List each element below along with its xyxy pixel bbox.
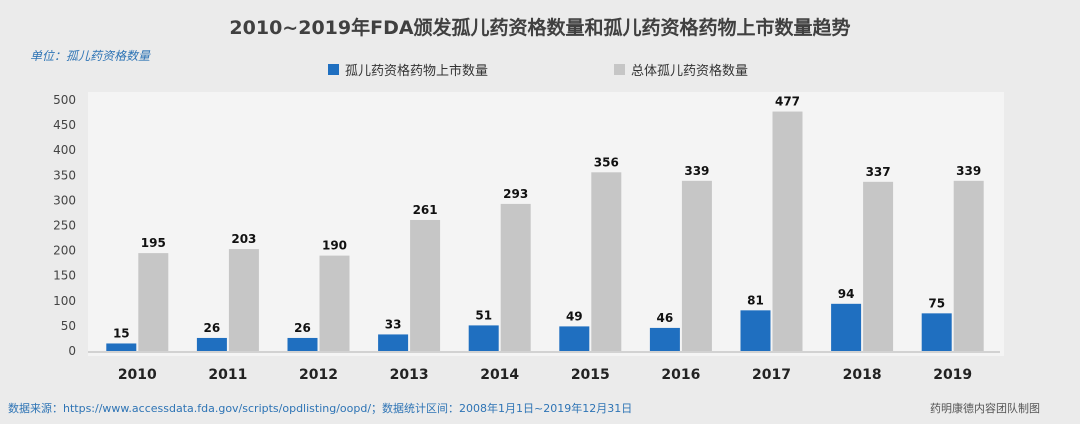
x-tick-label: 2015 — [571, 367, 610, 383]
x-tick-label: 2013 — [390, 367, 429, 383]
bar-launched — [287, 337, 318, 351]
bar-total — [500, 203, 531, 351]
data-label-total: 356 — [594, 155, 619, 169]
x-tick-label: 2018 — [843, 367, 882, 383]
data-label-total: 195 — [141, 236, 166, 250]
x-tick-label: 2017 — [752, 367, 791, 383]
bar-total — [228, 249, 259, 351]
legend-swatch-total — [614, 64, 625, 75]
bar-total — [953, 180, 984, 351]
y-tick-label: 250 — [53, 219, 76, 233]
data-label-launched: 75 — [928, 296, 945, 310]
data-label-launched: 46 — [657, 311, 674, 325]
legend-label-total: 总体孤儿药资格数量 — [631, 63, 748, 79]
y-tick-label: 150 — [53, 269, 76, 283]
data-label-launched: 26 — [204, 321, 221, 335]
x-tick-label: 2011 — [208, 367, 247, 383]
data-label-total: 339 — [684, 164, 709, 178]
data-label-launched: 51 — [475, 308, 492, 322]
legend-swatch-launched — [328, 64, 339, 75]
bar-total — [138, 253, 169, 351]
y-tick-label: 450 — [53, 118, 76, 132]
bar-launched — [468, 325, 499, 351]
data-label-launched: 94 — [838, 287, 855, 301]
x-tick-label: 2016 — [661, 367, 700, 383]
bar-total — [681, 180, 712, 351]
unit-label: 单位：孤儿药资格数量 — [30, 49, 151, 63]
bar-launched — [831, 303, 862, 351]
y-tick-label: 50 — [61, 319, 76, 333]
bar-total — [591, 172, 622, 351]
y-tick-label: 500 — [53, 93, 76, 107]
bar-launched — [649, 327, 680, 351]
data-label-launched: 49 — [566, 309, 583, 323]
y-tick-label: 400 — [53, 143, 76, 157]
x-tick-label: 2019 — [933, 367, 972, 383]
chart-title: 2010~2019年FDA颁发孤儿药资格数量和孤儿药资格药物上市数量趋势 — [229, 16, 850, 39]
bar-total — [863, 181, 894, 351]
legend: 孤儿药资格药物上市数量 总体孤儿药资格数量 — [328, 63, 748, 79]
data-label-launched: 26 — [294, 321, 311, 335]
bar-total — [410, 219, 441, 351]
legend-label-launched: 孤儿药资格药物上市数量 — [345, 63, 488, 79]
y-tick-label: 300 — [53, 193, 76, 207]
data-label-launched: 33 — [385, 317, 402, 331]
bar-launched — [106, 343, 137, 351]
data-label-total: 337 — [866, 165, 891, 179]
data-label-total: 190 — [322, 239, 347, 253]
x-tick-label: 2014 — [480, 367, 519, 383]
y-tick-label: 200 — [53, 244, 76, 258]
bar-launched — [921, 313, 952, 351]
y-axis: 0 50 100 150 200 250 300 350 400 450 500 — [53, 93, 76, 358]
bar-launched — [378, 334, 409, 351]
bar-total — [772, 111, 803, 352]
y-tick-label: 350 — [53, 168, 76, 182]
data-label-total: 293 — [503, 187, 528, 201]
bars: 15 195 26 203 26 190 33 261 51 293 49 356 46 339 81 477… — [106, 95, 984, 352]
bar-launched — [196, 337, 227, 351]
credit-note: 药明康德内容团队制图 — [930, 401, 1040, 415]
data-label-total: 203 — [231, 232, 256, 246]
data-label-launched: 15 — [113, 326, 130, 340]
y-tick-label: 100 — [53, 294, 76, 308]
x-axis: 2010 2011 2012 2013 2014 2015 2016 2017 2018 2019 — [118, 367, 972, 383]
x-tick-label: 2010 — [118, 367, 157, 383]
x-tick-label: 2012 — [299, 367, 338, 383]
data-label-total: 477 — [775, 95, 800, 109]
bar-launched — [559, 326, 590, 351]
data-label-total: 261 — [413, 203, 438, 217]
data-label-total: 339 — [956, 164, 981, 178]
y-tick-label: 0 — [68, 344, 76, 358]
data-label-launched: 81 — [747, 293, 764, 307]
source-note: 数据来源：https://www.accessdata.fda.gov/scri… — [8, 401, 632, 415]
bar-launched — [740, 310, 771, 351]
bar-total — [319, 255, 350, 351]
